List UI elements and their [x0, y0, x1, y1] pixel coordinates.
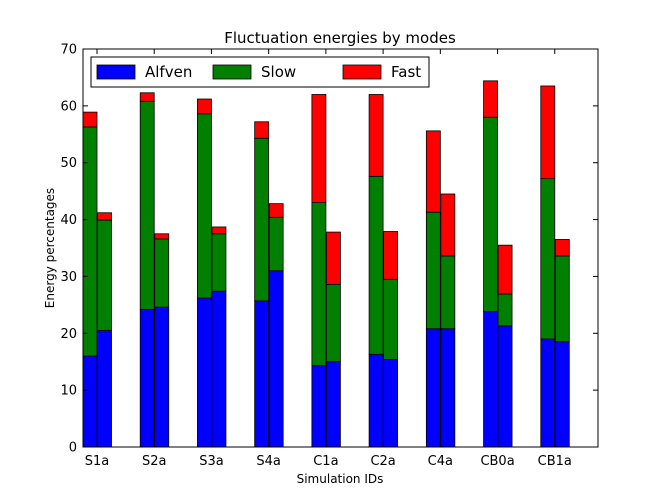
bar-s4a-1-alfven [254, 300, 270, 448]
legend-label-slow: Slow [261, 63, 296, 81]
bar-s3a-1-fast [197, 98, 212, 115]
bar-s1a-1-alfven [82, 355, 98, 448]
bar-c4a-2-alfven [440, 328, 456, 448]
bar-cb1a-1-fast [540, 85, 556, 180]
bar-cb1a-2-slow [554, 255, 570, 343]
bar-cb0a-2-fast [497, 244, 513, 295]
chart-title: Fluctuation energies by modes [224, 29, 456, 47]
x-tick-label-s2a: S2a [142, 454, 167, 469]
y-tick-label-50: 50 [60, 156, 77, 171]
y-axis-label: Energy percentages [43, 188, 57, 308]
y-tick-label-70: 70 [60, 43, 77, 58]
x-tick-label-cb0a: CB0a [480, 454, 514, 469]
bar-s2a-2-slow [154, 238, 170, 308]
bar-s1a-2-slow [97, 219, 112, 331]
bar-s2a-2-fast [154, 233, 170, 240]
bar-c2a-2-fast [383, 231, 399, 280]
bar-s2a-1-slow [139, 100, 155, 310]
bar-s1a-1-fast [82, 111, 98, 128]
bar-s3a-2-slow [211, 233, 227, 292]
bar-c1a-2-slow [325, 283, 341, 363]
bar-c2a-1-alfven [368, 353, 384, 448]
x-axis: S1a S2a S3a S4a C1a C2a C4a CB0a CB1a [85, 49, 572, 469]
bar-s3a-2-alfven [211, 290, 227, 448]
bar-c1a-1-fast [311, 94, 327, 203]
bar-s4a-2-alfven [268, 270, 284, 448]
bar-cb0a-2-slow [497, 293, 513, 327]
bar-s3a-1-alfven [197, 297, 212, 448]
bar-cb1a-2-alfven [554, 341, 570, 448]
bar-c1a-1-alfven [311, 365, 327, 448]
bar-s1a-2-alfven [97, 330, 112, 448]
bar-c2a-1-slow [368, 175, 384, 355]
bar-s4a-2-slow [268, 216, 284, 272]
y-axis: 0 10 20 30 40 50 60 70 [60, 43, 598, 456]
bar-c4a-1-slow [425, 211, 441, 330]
bar-s3a-1-slow [197, 113, 212, 299]
bar-cb0a-1-fast [483, 80, 498, 118]
bar-s4a-1-slow [254, 137, 270, 302]
y-tick-label-20: 20 [60, 327, 77, 342]
bar-cb1a-2-fast [554, 239, 570, 257]
bar-c2a-1-fast [368, 94, 384, 177]
bar-c4a-2-slow [440, 255, 456, 330]
bar-c2a-2-alfven [383, 359, 399, 448]
bars-layer [82, 80, 570, 448]
bar-cb1a-1-slow [540, 178, 556, 340]
legend: Alfven Slow Fast [90, 56, 430, 88]
x-tick-label-s3a: S3a [199, 454, 224, 469]
legend-swatch-slow [212, 64, 252, 80]
bar-s2a-2-alfven [154, 306, 170, 448]
bar-c1a-2-fast [325, 231, 341, 285]
legend-swatch-fast [342, 64, 382, 80]
bar-s1a-1-slow [82, 126, 98, 357]
legend-label-alfven: Alfven [145, 63, 192, 81]
y-tick-label-30: 30 [60, 270, 77, 285]
bar-s1a-2-fast [97, 212, 112, 221]
x-tick-label-c4a: C4a [428, 454, 453, 469]
bar-c2a-2-slow [383, 278, 399, 360]
bar-c4a-2-fast [440, 193, 456, 257]
bar-c4a-1-alfven [425, 328, 441, 448]
x-tick-label-s1a: S1a [85, 454, 110, 469]
y-tick-label-40: 40 [60, 213, 77, 228]
y-tick-label-10: 10 [60, 384, 77, 399]
x-tick-label-cb1a: CB1a [538, 454, 572, 469]
x-tick-label-c2a: C2a [370, 454, 395, 469]
y-tick-label-60: 60 [60, 99, 77, 114]
plot-frame [82, 48, 599, 448]
legend-label-fast: Fast [391, 63, 421, 81]
legend-swatch-alfven [96, 64, 136, 80]
bar-cb0a-1-slow [483, 116, 498, 313]
bar-cb0a-1-alfven [483, 311, 498, 448]
bar-s2a-1-alfven [139, 309, 155, 448]
x-tick-label-c1a: C1a [313, 454, 338, 469]
x-axis-label: Simulation IDs [297, 472, 384, 486]
bar-c1a-1-slow [311, 202, 327, 367]
bar-s2a-1-fast [139, 92, 155, 102]
x-tick-label-s4a: S4a [256, 454, 281, 469]
bar-c4a-1-fast [425, 130, 441, 213]
bar-cb0a-2-alfven [497, 325, 513, 448]
bar-s4a-2-fast [268, 203, 284, 218]
bar-c1a-2-alfven [325, 361, 341, 448]
y-tick-label-0: 0 [69, 441, 77, 456]
bar-cb1a-1-alfven [540, 338, 556, 448]
bar-s3a-2-fast [211, 226, 227, 235]
bar-s4a-1-fast [254, 121, 270, 139]
